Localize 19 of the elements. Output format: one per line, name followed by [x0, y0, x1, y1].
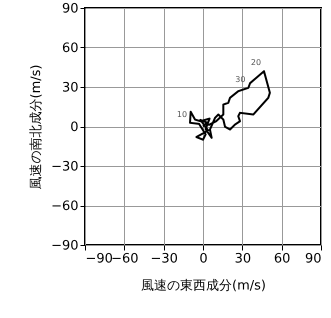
- y-tick-label: −30: [51, 160, 78, 174]
- annotation: 10: [176, 110, 188, 119]
- x-tick-label: 60: [274, 252, 290, 266]
- x-tick-label: −90: [86, 252, 113, 266]
- x-tick-label: −30: [150, 252, 178, 266]
- line-series: [189, 70, 271, 141]
- x-axis-title: 風速の東西成分(m/s): [141, 278, 266, 294]
- y-tick-label: −90: [51, 238, 78, 254]
- y-tick-label: 30: [62, 80, 78, 96]
- y-tick-label: −60: [51, 199, 78, 214]
- x-tick-label: −60: [111, 252, 139, 266]
- x-tick-label: 0: [199, 252, 208, 266]
- x-tick-label: 30: [234, 252, 252, 266]
- x-tick-label: 90: [304, 252, 322, 266]
- y-tick-label: 60: [62, 41, 78, 56]
- y-tick-label: 0: [70, 120, 78, 135]
- annotation: 20: [250, 58, 262, 68]
- y-tick-label: 90: [62, 2, 78, 16]
- y-axis-title: 風速の南北成分(m/s): [29, 64, 44, 190]
